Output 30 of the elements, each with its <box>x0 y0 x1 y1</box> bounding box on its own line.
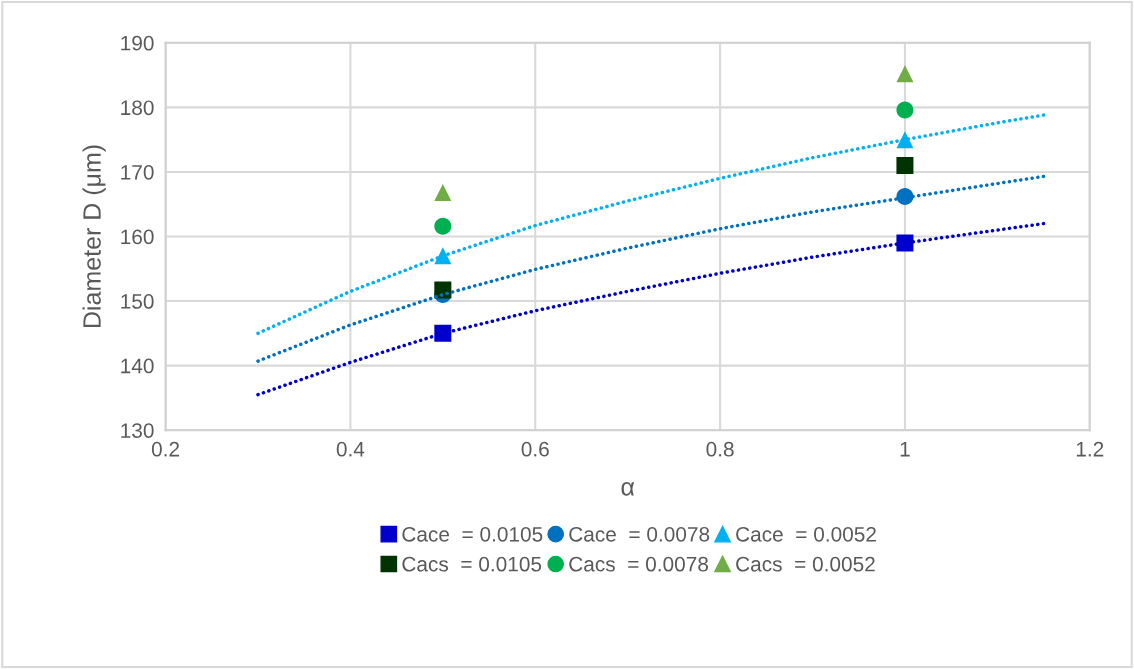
y-tick-label: 170 <box>121 164 154 180</box>
x-tick-label: 0.8 <box>706 441 734 457</box>
y-tick-label: 160 <box>121 229 154 245</box>
point <box>896 101 914 119</box>
legend-label: Cacs = 0.0052 <box>736 556 875 572</box>
point <box>434 184 452 202</box>
legend-label: Cacs = 0.0105 <box>402 556 542 572</box>
y-tick-label: 190 <box>121 35 154 51</box>
line-series <box>256 221 1046 397</box>
legend-label: Cace = 0.0105 <box>402 526 543 542</box>
point <box>896 234 914 252</box>
x-tick-label: 0.6 <box>521 441 549 457</box>
x-tick-label: 0.2 <box>151 441 179 457</box>
point <box>434 217 452 235</box>
legend-label: Cace = 0.0052 <box>736 526 876 542</box>
x-tick-label: 0.4 <box>336 441 365 457</box>
point <box>896 65 914 83</box>
y-tick-label: 130 <box>121 423 154 438</box>
line-series <box>256 174 1046 363</box>
y-tick-label: 150 <box>121 294 154 309</box>
y-tick-label: 140 <box>121 358 154 374</box>
x-tick-label: 1 <box>900 442 910 457</box>
legend-label: Cace = 0.0078 <box>569 526 710 542</box>
x-axis-title: α <box>621 482 635 496</box>
point <box>896 156 914 174</box>
legend-label: Cacs = 0.0078 <box>569 556 708 572</box>
y-tick-label: 180 <box>121 100 154 116</box>
y-axis-title: Diameter D (μm) <box>82 145 106 328</box>
x-tick-label: 1.2 <box>1076 441 1104 457</box>
line-series <box>256 113 1046 336</box>
